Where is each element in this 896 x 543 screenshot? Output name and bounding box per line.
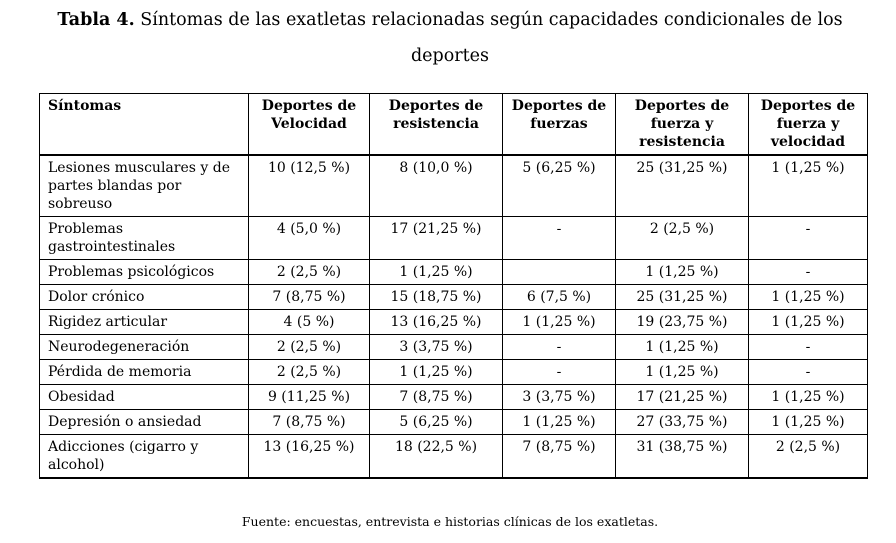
value-cell: 1 (1,25 %): [615, 359, 749, 385]
value-cell: -: [748, 359, 868, 385]
value-cell: 3 (3,75 %): [369, 334, 503, 360]
value-cell: 7 (8,75 %): [248, 284, 370, 310]
table-row: Obesidad 9 (11,25 %) 7 (8,75 %) 3 (3,75 %) 1…: [39, 384, 868, 410]
value-cell: 8 (10,0 %): [369, 154, 503, 217]
value-cell: 13 (16,25 %): [248, 434, 370, 479]
header-fuerzas: Deportes de fuerzas: [502, 93, 616, 156]
table-caption-continuation: deportes: [410, 46, 490, 66]
header-text: Deportes de: [511, 98, 607, 114]
header-resistencia: Deportes de resistencia: [369, 93, 503, 156]
header-velocidad: Deportes de Velocidad: [248, 93, 370, 156]
table-caption: Tabla 4. Síntomas de las exatletas relac…: [40, 2, 860, 38]
header-text: fuerza y: [650, 116, 714, 132]
value-cell: 5 (6,25 %): [369, 409, 503, 435]
value-cell: 3 (3,75 %): [502, 384, 616, 410]
header-text: resistencia: [639, 134, 725, 150]
value-cell: 1 (1,25 %): [502, 309, 616, 335]
table-row: Adicciones (cigarro y alcohol) 13 (16,25 …: [39, 434, 868, 479]
symptom-cell: Lesiones musculares y de partes blandas …: [39, 154, 249, 217]
symptom-cell: Rigidez articular: [39, 309, 249, 335]
table-row: Rigidez articular 4 (5 %) 13 (16,25 %) 1 (1…: [39, 309, 868, 335]
value-cell: 19 (23,75 %): [615, 309, 749, 335]
value-cell: 2 (2,5 %): [748, 434, 868, 479]
header-text: Velocidad: [271, 116, 347, 132]
symptom-cell: Obesidad: [39, 384, 249, 410]
symptom-cell: Neurodegeneración: [39, 334, 249, 360]
header-text: fuerza y: [776, 116, 840, 132]
value-cell: 1 (1,25 %): [748, 409, 868, 435]
symptom-cell: Adicciones (cigarro y alcohol): [39, 434, 249, 479]
value-cell: 4 (5 %): [248, 309, 370, 335]
value-cell: 1 (1,25 %): [615, 334, 749, 360]
symptom-cell: Problemas gastrointestinales: [39, 216, 249, 260]
table-body: Lesiones musculares y de partes blandas …: [39, 154, 868, 479]
value-cell: 18 (22,5 %): [369, 434, 503, 479]
value-cell: 10 (12,5 %): [248, 154, 370, 217]
table-row: Problemas gastrointestinales 4 (5,0 %) 17 …: [39, 216, 868, 260]
value-cell: -: [502, 334, 616, 360]
value-cell: 1 (1,25 %): [369, 259, 503, 285]
header-text: Deportes de: [634, 98, 730, 114]
value-cell: 25 (31,25 %): [615, 284, 749, 310]
table-row: Problemas psicológicos 2 (2,5 %) 1 (1,25 %…: [39, 259, 868, 285]
value-cell: 6 (7,5 %): [502, 284, 616, 310]
header-text: resistencia: [393, 116, 479, 132]
value-cell: 1 (1,25 %): [615, 259, 749, 285]
header-text: fuerzas: [530, 116, 588, 132]
value-cell: 1 (1,25 %): [748, 284, 868, 310]
symptom-cell: Pérdida de memoria: [39, 359, 249, 385]
value-cell: 31 (38,75 %): [615, 434, 749, 479]
symptom-cell: Problemas psicológicos: [39, 259, 249, 285]
header-sintomas: Síntomas: [39, 93, 249, 156]
value-cell: -: [748, 216, 868, 260]
value-cell: -: [748, 259, 868, 285]
table-row: Neurodegeneración 2 (2,5 %) 3 (3,75 %) -1 (…: [39, 334, 868, 360]
value-cell: 7 (8,75 %): [502, 434, 616, 479]
value-cell: 2 (2,5 %): [248, 259, 370, 285]
value-cell: 1 (1,25 %): [748, 384, 868, 410]
table-row: Dolor crónico 7 (8,75 %) 15 (18,75 %) 6 (7,…: [39, 284, 868, 310]
value-cell: 13 (16,25 %): [369, 309, 503, 335]
value-cell: 5 (6,25 %): [502, 154, 616, 217]
value-cell: 17 (21,25 %): [369, 216, 503, 260]
value-cell: 2 (2,5 %): [615, 216, 749, 260]
table-row: Lesiones musculares y de partes blandas …: [39, 154, 868, 217]
value-cell: 1 (1,25 %): [748, 309, 868, 335]
value-cell: -: [748, 334, 868, 360]
value-cell: 1 (1,25 %): [369, 359, 503, 385]
value-cell: 4 (5,0 %): [248, 216, 370, 260]
header-text: Deportes de: [261, 98, 357, 114]
value-cell: -: [502, 216, 616, 260]
table-row: Depresión o ansiedad 7 (8,75 %) 5 (6,25 %)…: [39, 409, 868, 435]
value-cell: 2 (2,5 %): [248, 334, 370, 360]
value-cell: 25 (31,25 %): [615, 154, 749, 217]
value-cell: 7 (8,75 %): [248, 409, 370, 435]
value-cell: 15 (18,75 %): [369, 284, 503, 310]
value-cell: 27 (33,75 %): [615, 409, 749, 435]
value-cell: 9 (11,25 %): [248, 384, 370, 410]
header-fuerza-velocidad: Deportes de fuerza y velocidad: [748, 93, 868, 156]
value-cell: 1 (1,25 %): [748, 154, 868, 217]
value-cell: [502, 259, 616, 285]
symptoms-table: Síntomas Deportes de Velocidad Deportes de r…: [39, 93, 868, 479]
value-cell: -: [502, 359, 616, 385]
table-caption-text: Síntomas de las exatletas relacionadas s…: [134, 10, 843, 30]
header-fuerza-resistencia: Deportes de fuerza y resistencia: [615, 93, 749, 156]
value-cell: 2 (2,5 %): [248, 359, 370, 385]
header-text: Síntomas: [48, 98, 122, 114]
table-row: Pérdida de memoria 2 (2,5 %) 1 (1,25 %) -1 …: [39, 359, 868, 385]
source-note: Fuente: encuestas, entrevista e historia…: [241, 514, 659, 529]
table-header-row: Síntomas Deportes de Velocidad Deportes de r…: [39, 93, 868, 156]
value-cell: 17 (21,25 %): [615, 384, 749, 410]
symptom-cell: Dolor crónico: [39, 284, 249, 310]
value-cell: 7 (8,75 %): [369, 384, 503, 410]
symptom-cell: Depresión o ansiedad: [39, 409, 249, 435]
header-text: Deportes de: [388, 98, 484, 114]
header-text: Deportes de: [760, 98, 856, 114]
header-text: velocidad: [770, 134, 846, 150]
table-label: Tabla 4.: [57, 10, 135, 30]
value-cell: 1 (1,25 %): [502, 409, 616, 435]
